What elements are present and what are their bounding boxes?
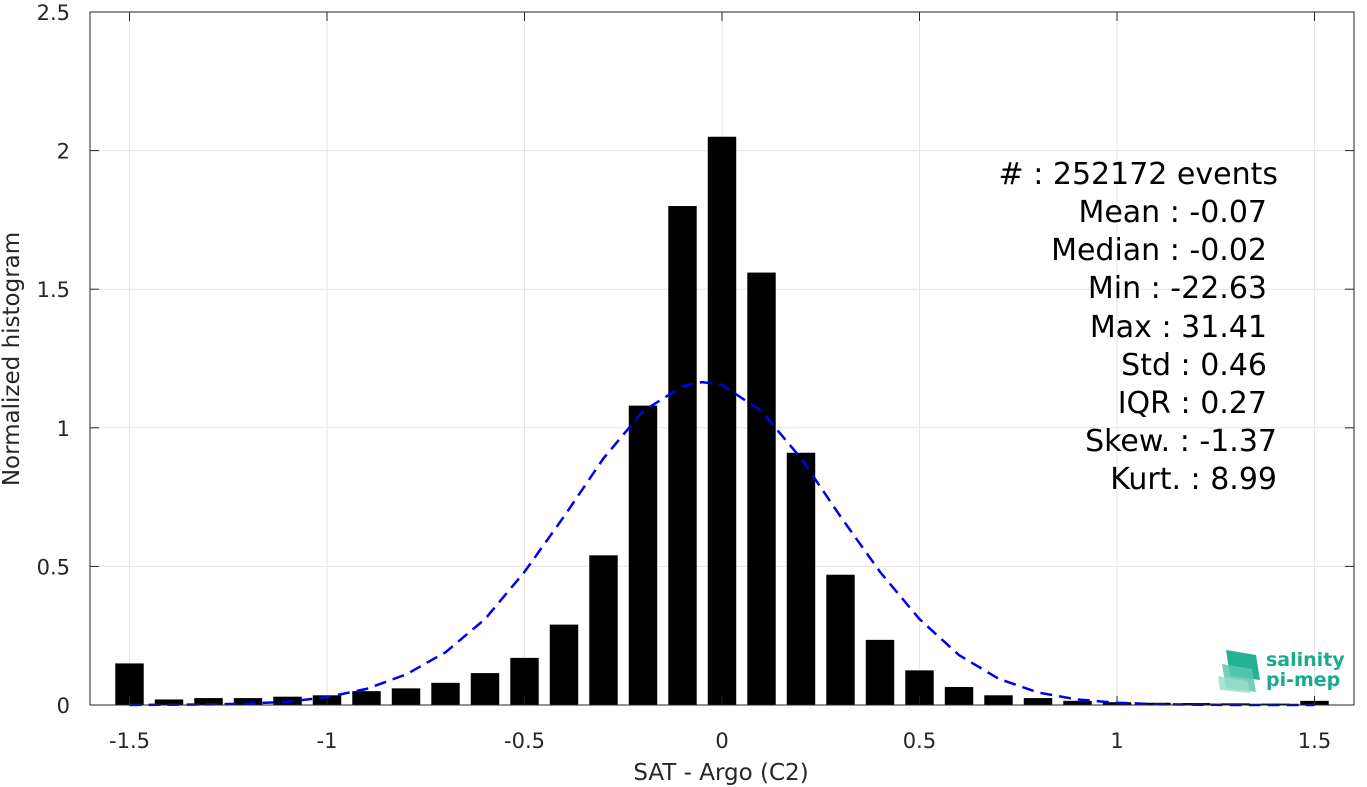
- logo-line2: pi-mep: [1266, 669, 1340, 691]
- histogram-bar: [549, 624, 579, 705]
- histogram-bar: [628, 405, 658, 705]
- histogram-bar: [352, 691, 381, 705]
- histogram-bars: [115, 136, 1329, 706]
- histogram-bar: [1063, 700, 1092, 705]
- x-axis-title: SAT - Argo (C2): [633, 760, 808, 786]
- y-tick-label: 1: [57, 417, 70, 441]
- stats-box: # : 252172 events Mean : -0.07 Median : …: [999, 157, 1278, 497]
- histogram-bar: [984, 695, 1013, 705]
- stats-skew: Skew. : -1.37: [1085, 424, 1277, 459]
- histogram-bar: [470, 673, 500, 705]
- histogram-bar: [668, 206, 697, 706]
- y-tick-label: 0: [57, 694, 70, 718]
- histogram-bar: [233, 698, 263, 705]
- stats-median: Median : -0.02: [1051, 233, 1267, 268]
- stats-min: Min : -22.63: [1088, 271, 1267, 306]
- y-tick-label: 1.5: [37, 278, 70, 302]
- histogram-bar: [194, 698, 223, 705]
- stats-mean: Mean : -0.07: [1078, 195, 1267, 230]
- x-tick-label: 1.5: [1298, 729, 1331, 753]
- stats-max: Max : 31.41: [1090, 310, 1267, 345]
- histogram-bar: [747, 272, 776, 705]
- logo-line1: salinity: [1266, 649, 1345, 671]
- y-tick-label: 0.5: [37, 555, 70, 579]
- histogram-bar: [154, 699, 184, 705]
- histogram-bar: [1023, 698, 1053, 705]
- stats-kurt: Kurt. : 8.99: [1110, 462, 1277, 497]
- histogram-bar: [826, 574, 855, 705]
- histogram-bar: [431, 682, 460, 705]
- axis-ticks: -1.5 -1 -0.5 0 0.5 1 1.5 0 0.5 1 1.5 2 2.5: [37, 1, 1354, 753]
- histogram-bar: [865, 639, 895, 705]
- logo-emblem-icon: [1218, 650, 1260, 693]
- histogram-bar: [589, 555, 618, 705]
- salinity-pimep-logo: salinity pi-mep: [1218, 649, 1345, 693]
- y-tick-label: 2.5: [37, 1, 70, 25]
- x-tick-label: -1.5: [109, 729, 150, 753]
- stats-iqr: IQR : 0.27: [1118, 386, 1267, 421]
- histogram-bar: [391, 688, 421, 705]
- y-tick-label: 2: [57, 140, 70, 164]
- y-axis-title: Normalized histogram: [0, 232, 25, 486]
- stats-events: # : 252172 events: [999, 157, 1278, 192]
- stats-std: Std : 0.46: [1121, 348, 1267, 383]
- histogram-bar: [786, 452, 816, 705]
- x-tick-label: 0: [715, 729, 728, 753]
- histogram-bar: [944, 686, 974, 705]
- histogram-bar: [707, 136, 737, 706]
- x-tick-label: 1: [1110, 729, 1123, 753]
- x-tick-label: -0.5: [504, 729, 545, 753]
- x-tick-label: -1: [317, 729, 338, 753]
- x-tick-label: 0.5: [903, 729, 936, 753]
